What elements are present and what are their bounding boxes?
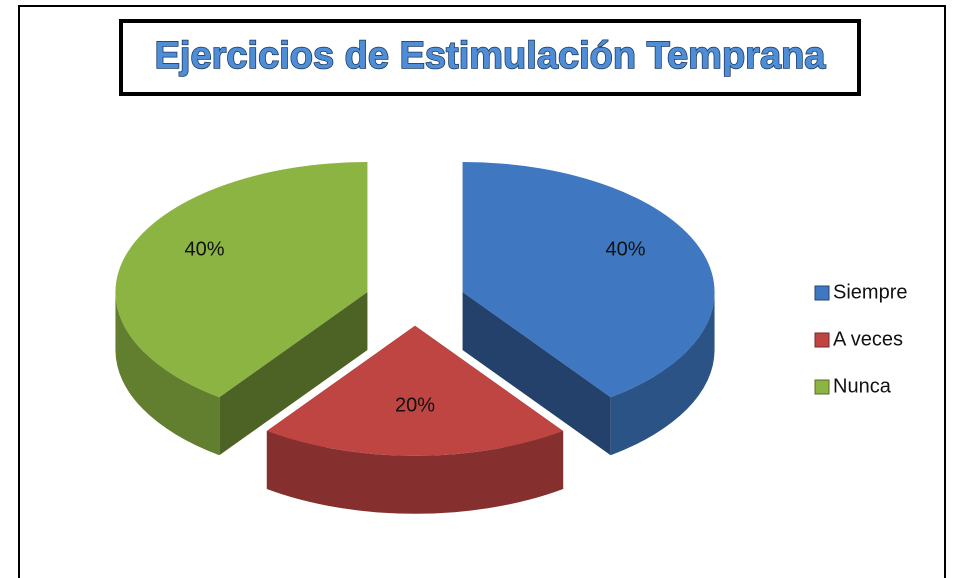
slice-wall [610, 292, 715, 456]
legend-label: Nunca [833, 375, 892, 397]
slice-top [462, 162, 715, 398]
legend-swatch [814, 285, 830, 301]
legend-label: A veces [833, 328, 903, 350]
data-label: 40% [606, 238, 646, 260]
slice-wall [115, 292, 220, 456]
legend-swatch [814, 332, 830, 348]
pie-slice [462, 162, 715, 456]
chart-title: Ejercicios de Estimulación Temprana [155, 35, 827, 77]
data-label: 20% [395, 395, 435, 417]
legend-label: Siempre [833, 281, 907, 303]
slice-top [266, 325, 564, 456]
legend-swatch [814, 379, 830, 395]
title-box [119, 19, 861, 96]
slice-side [219, 292, 368, 456]
pie-slice [115, 162, 368, 456]
pie-slice [266, 325, 564, 514]
slice-wall [266, 430, 564, 514]
slice-side [462, 292, 611, 456]
slice-top [115, 162, 368, 398]
data-label: 40% [184, 238, 224, 260]
